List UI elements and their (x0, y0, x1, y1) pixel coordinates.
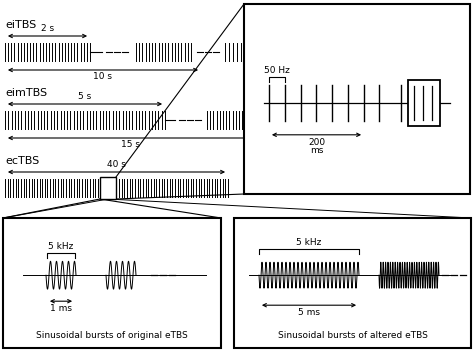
Bar (408, 80, 440, 126)
Text: 200: 200 (308, 138, 325, 147)
Text: 5 kHz: 5 kHz (48, 242, 73, 251)
Text: Sinusoidal bursts of altered eTBS: Sinusoidal bursts of altered eTBS (278, 331, 428, 340)
Text: eimTBS: eimTBS (5, 88, 47, 98)
Text: 40 s: 40 s (107, 160, 126, 169)
Bar (3, 218, 221, 348)
Text: 5 kHz: 5 kHz (296, 238, 322, 247)
Bar (244, 4, 470, 194)
Text: ecTBS: ecTBS (5, 156, 39, 166)
Text: 5 s: 5 s (78, 92, 91, 101)
Text: 5 ms: 5 ms (298, 308, 320, 317)
Text: ms: ms (310, 146, 323, 155)
Text: 50 Hz: 50 Hz (264, 66, 290, 75)
Text: 10 s: 10 s (93, 72, 112, 81)
Text: 15 s: 15 s (121, 140, 140, 149)
Bar (100, 177, 116, 199)
Bar (234, 218, 471, 348)
Text: 2 s: 2 s (41, 24, 54, 33)
Text: eiTBS: eiTBS (5, 20, 36, 30)
Text: Sinusoidal bursts of original eTBS: Sinusoidal bursts of original eTBS (36, 331, 188, 340)
Text: 1 ms: 1 ms (50, 304, 72, 313)
